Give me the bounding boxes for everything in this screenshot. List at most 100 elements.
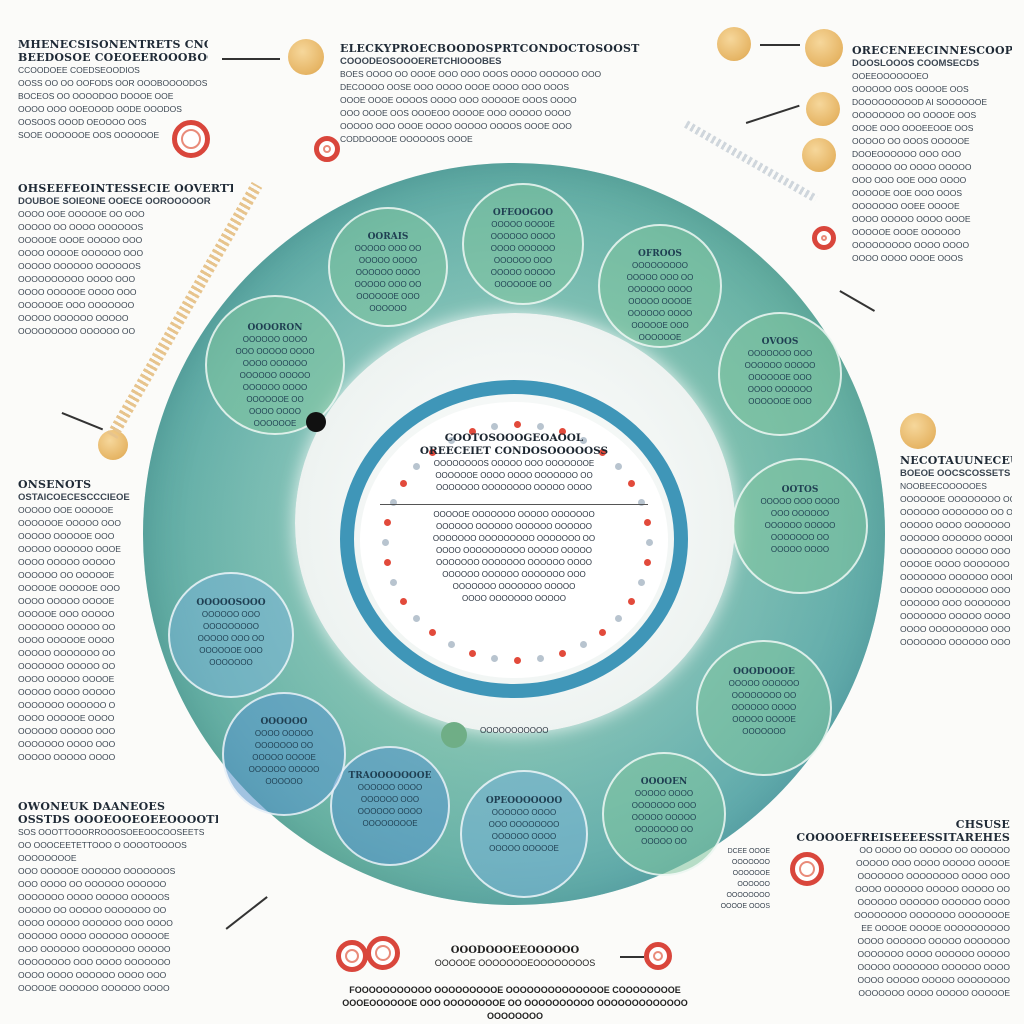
text-line: OOO OOOOOO OOOOOOOO OOOOO [18,944,171,954]
bubble-line: OOOOOO OOOO [242,383,308,392]
red-dot-icon [384,518,391,526]
text-line: OOOO OOOOO OOOOE [18,596,115,606]
bubble-line: OOOOOO OOOO [490,232,556,241]
panel-lines: NOOBEECOOOOOES OOOOOOE OOOOOOOO OO OOOOOO … [900,480,1012,649]
text-line: OOOOOO OOOOOO OOOOOO OOOO [857,897,1010,907]
bubble-title: OOOORON [247,323,303,333]
bottom-caption-title: OOODOOOEEOOOOOO [450,945,580,956]
topic-bubble: OOOOOO OOOO OOOOO OOOOOOO OO OOOOO OOOOE OOO… [222,692,346,816]
center-line: OOOOOOO OOOOOOOOO OOOOOOO OO [432,534,596,543]
bubble-line: OOOOOOE OOO [748,373,812,382]
text-line: OOOOO OOOOOOO OOOOOO OOOO [857,962,1010,972]
red-dot-icon [580,436,587,444]
bubble-line: OOOOOOO OO [254,741,314,750]
text-line: OOOOOE OOOE OOOOOO [852,227,961,237]
text-line: OOOO OOOOOE OOOO [18,713,115,723]
bubble-title: OFROOS [638,249,682,259]
topic-bubble: OOTOS OOOOO OOO OOOO OOO OOOOOO OOOOOO OOOO… [732,458,868,594]
text-line: OOO OOOOOE OOOOOO OOOOOOOS [18,866,176,876]
red-ring-icon [790,852,824,886]
bubble-title: OVOOS [761,337,799,347]
bubble-line: OOOOOOE OO [494,280,552,289]
center-line: OOOOOO OOOOOO OOOOOOO OOO [442,570,586,579]
bubble-line: OOOOOOE OO [246,395,304,404]
bubble-line: OOOOOO OOOO [357,783,423,792]
text-line: OOOOOOOOO OOOO OOOO [852,240,970,250]
text-line: BOCEOS OO OOOODOO DOOOE OOE [18,91,174,101]
text-line: OOOOOOO OOOO OOOOOO OOOOO [857,949,1010,959]
text-line: OOOOO OOO OOOE OOOO OOOOO OOOOS OOOE OOO [340,121,572,131]
panel-lines: OOOOO OOE OOOOOE OOOOOOE OOOOO OOO OOOOO O… [18,504,130,764]
text-line: OOOOOO OOS OOOOE OOS [852,84,969,94]
bubble-line: OOOOOOE OOO [356,292,420,301]
bottom-caption-lines: FOOOOOOOOOOO OOOOOOOOOE OOOOOOOOOOOOOOE … [330,984,700,1023]
text-line: OOEEOOOOOOEO [852,71,929,81]
text-line: OOOOOE OOO OOOOO [18,609,115,619]
red-dot-icon [448,641,455,649]
text-line: OOOOO OOOOOO OOOE [18,544,121,554]
red-dot-icon [580,641,587,649]
center-text-block: COOTOSOOOGEOAOOL OREECEIET CONDOSOOOOOSS… [380,432,648,605]
red-dot-icon [491,422,499,430]
bubble-title: OPEOOOOOOO [485,796,563,806]
text-line: OOOOOO OOO OOOOOOO [900,598,1011,608]
text-line: SOS OOOTTOOORROOOSOEEOOCOOSEETS [18,827,205,837]
text-line: SOOE OOOOOOE OOS OOOOOOE [18,130,160,140]
text-line: OOOOOOOOE [18,853,77,863]
text-line: OOOOOOO OOOO OOOOO OOOOOE [858,988,1010,998]
bubble-line: OOOOO OOOO [358,256,418,265]
center-line: OOOOOOO OOOOOOO OOOOO [452,582,576,591]
text-line: OOOOOO OOOOO OOO [18,726,116,736]
red-dot-icon [559,428,567,436]
bubble-line: OOOOOO OOO [201,610,261,619]
text-line: OOOOOO OOOO OOOOOO OOOOOE [18,931,170,941]
bubble-line: OOOOOOO OOO [747,349,813,358]
text-line: OOOOOOE OOO OOOOOOO [18,300,135,310]
panel-lines: DCEE OOOE OOOOOOO OOOOOOE OOOOOO OOOOOOOO OOO… [710,846,770,912]
text-line: OOOOOOO OOOOO OO [18,622,116,632]
bubble-line: OOOOOOO OOO [631,801,697,810]
text-line: OOO OOOE OOS OOOEOO OOOOE OOO OOOOO OOOO [340,108,571,118]
bubble-line: OOOO OOOOOO [747,385,813,394]
bubble-line: OOOOO OOO OO [354,244,422,253]
panel-title: NECOTAUUNECEUTES [900,454,1012,467]
text-line: OOOOO OO OOOOO OOOOOOO OO [18,905,167,915]
red-ring-icon [314,136,340,162]
panel-subtitle: OSSTDS OOOEOOEOEEOOOOTERS [18,813,218,826]
text-line: OOOO OOOOO OOOOO [18,557,116,567]
text-line: OOOOO OOOOOOO OO [18,648,116,658]
text-line: OOOOOO OOOOOO OOOOE [900,533,1012,543]
red-dot-icon [628,598,636,605]
bubble-line: OOOOOO OOOOO [239,371,311,380]
panel-subtitle: OSTAICOECESCCCIEOE [18,492,130,503]
text-line: OOOOOE OOOOOO OOOOOO OOOO [18,983,170,993]
center-line: OOOOOOO OOOOOOOO OOOOO OOOO [435,483,592,492]
text-line: OOOOOOOO [726,892,770,899]
red-ring-icon [336,940,368,972]
red-dot-icon [628,480,636,487]
red-dot-icon [399,598,407,605]
leader-line [225,896,268,930]
text-line: BOES OOOO OO OOOE OOO OOO OOOS OOOO OOOO… [340,69,602,79]
leader-line [839,290,876,312]
text-line: OOOOOE OOOOOE OOO [18,583,121,593]
bubble-line: OOOOOO OOOO [242,335,308,344]
bubble-line: OOOOOO OOOO [491,832,557,841]
topic-bubble: OOOOOSOOO OOOOOO OOO OOOOOOOOO OOOOO OOO OO… [168,572,294,698]
red-dot-icon [412,463,420,471]
text-line: CODDOOOOE OOOOOOS OOOE [340,134,473,144]
red-ring-icon [812,226,836,250]
text-line: OOOO OOE OOOOOE OO OOO [18,209,145,219]
panel-top-center: ELECKYPROECBOODOSPRTCONDOCTOSOOST COOODE… [340,42,685,146]
text-line: OOOO OOOOE OOOOOO OOO [18,248,144,258]
panel-lines: OOEEOOOOOOEO OOOOOO OOS OOOOE OOS DOOOOOOO… [852,70,1012,265]
center-line: OOOOOOOOS OOOOO OOO OOOOOOOE [433,459,595,468]
bead-chain [684,120,818,203]
topic-bubble: OPEOOOOOOO OOOOOO OOOO OOO OOOOOOOO OOOOOO … [460,770,588,898]
bubble-line: OOOOOO OOOO [491,808,557,817]
gold-coin-icon [805,29,843,67]
topic-bubble: OOODOOOE OOOOO OOOOOO OOOOOOOO OO OOOOOO OO… [696,640,832,776]
red-ring-icon [172,120,210,158]
text-line: OOOOOOOO OOOOOOO OOOOOOOE [854,910,1010,920]
panel-bottom-left: OWONEUK DAANEOES OSSTDS OOOEOOEOEEOOOOTE… [18,800,218,995]
